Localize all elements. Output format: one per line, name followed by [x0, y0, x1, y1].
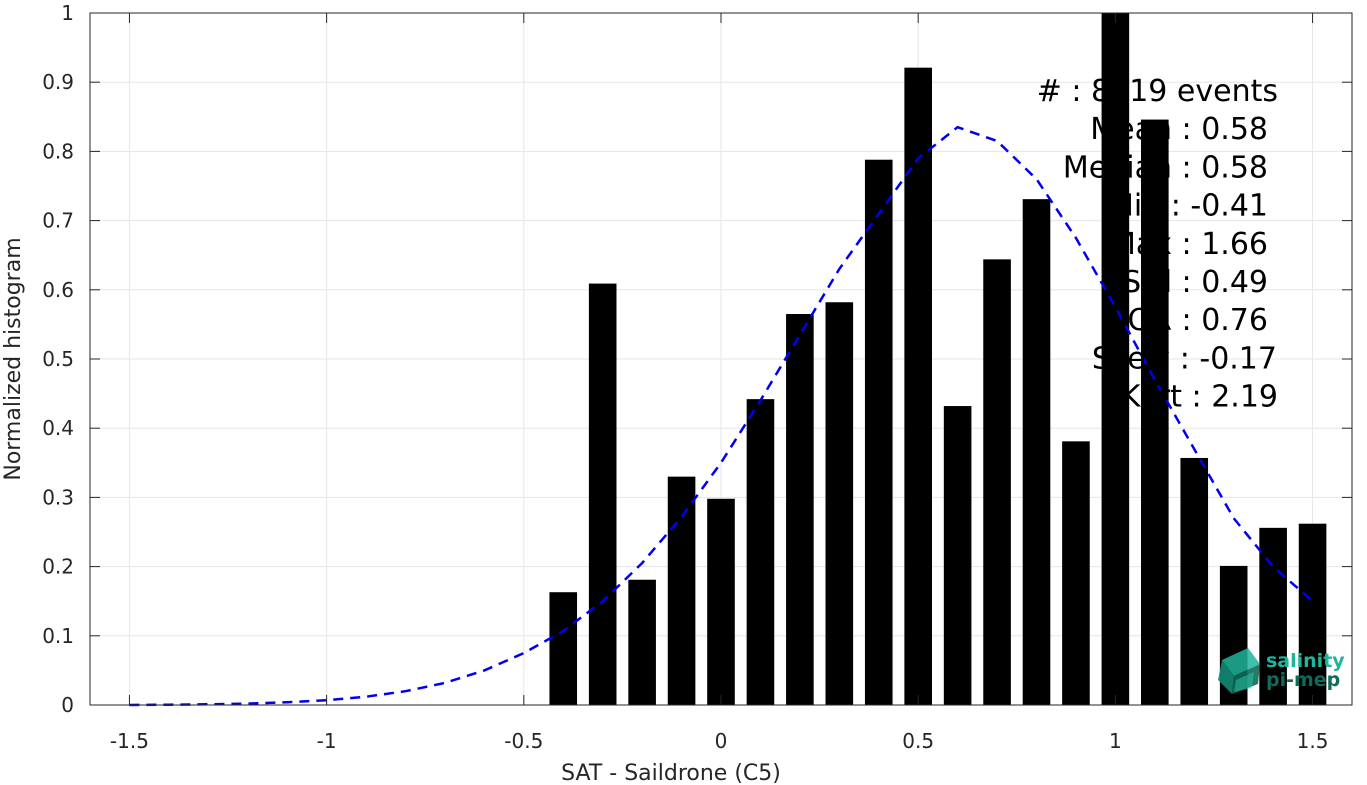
histogram-bar [1022, 199, 1051, 705]
axis-ticks [90, 12, 1352, 706]
x-tick-label: -0.5 [504, 729, 543, 753]
y-tick-label: 0.7 [42, 209, 74, 233]
histogram-bar [825, 302, 854, 705]
histogram-bar [1298, 523, 1327, 705]
x-tick-label: -1 [317, 729, 337, 753]
histogram-bar [904, 67, 932, 706]
histogram-bar [1101, 13, 1130, 705]
histogram-bar [1259, 527, 1287, 705]
x-tick-labels: -1.5 -1 -0.5 0 0.5 1 1.5 [110, 729, 1329, 753]
y-tick-label: 0.2 [42, 555, 74, 579]
logo-cube-icon [1218, 648, 1260, 694]
y-tick-label: 0 [61, 693, 74, 717]
stats-line: Median : 0.58 [1063, 150, 1268, 185]
histogram-bar [588, 283, 617, 705]
x-tick-label: 1 [1109, 729, 1122, 753]
histogram-bar [549, 592, 578, 705]
y-tick-label: 0.9 [42, 70, 74, 94]
histogram-bar [1180, 457, 1209, 705]
logo-text-salinity: salinity [1266, 650, 1345, 672]
x-tick-label: 0.5 [902, 729, 934, 753]
histogram-bar [707, 498, 735, 705]
histogram-bar [943, 406, 972, 705]
histogram-bar [667, 476, 696, 705]
x-tick-label: 1.5 [1297, 729, 1329, 753]
y-tick-label: 0.4 [42, 416, 74, 440]
stats-line: Mean : 0.58 [1090, 112, 1268, 147]
histogram-bar [983, 259, 1011, 705]
histogram-bar [786, 314, 814, 705]
y-tick-label: 0.6 [42, 278, 74, 302]
y-tick-labels: 0 0.1 0.2 0.3 0.4 0.5 0.6 0.7 0.8 0.9 1 [42, 1, 74, 717]
y-axis-label: Normalized histogram [1, 237, 26, 480]
x-tick-label: 0 [715, 729, 728, 753]
stats-line: Kurt : 2.19 [1121, 380, 1278, 415]
y-tick-label: 1 [61, 1, 74, 25]
stats-line: Max : 1.66 [1110, 227, 1268, 262]
histogram-bar [1141, 119, 1169, 706]
y-tick-label: 0.5 [42, 347, 74, 371]
histogram-bar [746, 399, 775, 705]
stats-line: Min : -0.41 [1108, 189, 1268, 224]
histogram-bar [864, 159, 893, 706]
stats-line: IQR : 0.76 [1119, 303, 1268, 338]
logo-text-pi-mep: pi-mep [1266, 669, 1340, 691]
y-tick-label: 0.1 [42, 624, 74, 648]
bars-group [549, 13, 1327, 706]
stats-line: Std : 0.49 [1122, 265, 1268, 300]
histogram-bar [628, 579, 656, 705]
x-axis-label: SAT - Saildrone (C5) [561, 761, 781, 785]
histogram-bar [1062, 441, 1090, 705]
salinity-pi-mep-logo: salinity pi-mep [1218, 648, 1345, 694]
stats-line: # : 8019 events [1037, 74, 1278, 109]
y-tick-label: 0.3 [42, 485, 74, 509]
stats-line: Skew : -0.17 [1092, 341, 1277, 376]
y-tick-label: 0.8 [42, 139, 74, 163]
x-tick-label: -1.5 [110, 729, 149, 753]
